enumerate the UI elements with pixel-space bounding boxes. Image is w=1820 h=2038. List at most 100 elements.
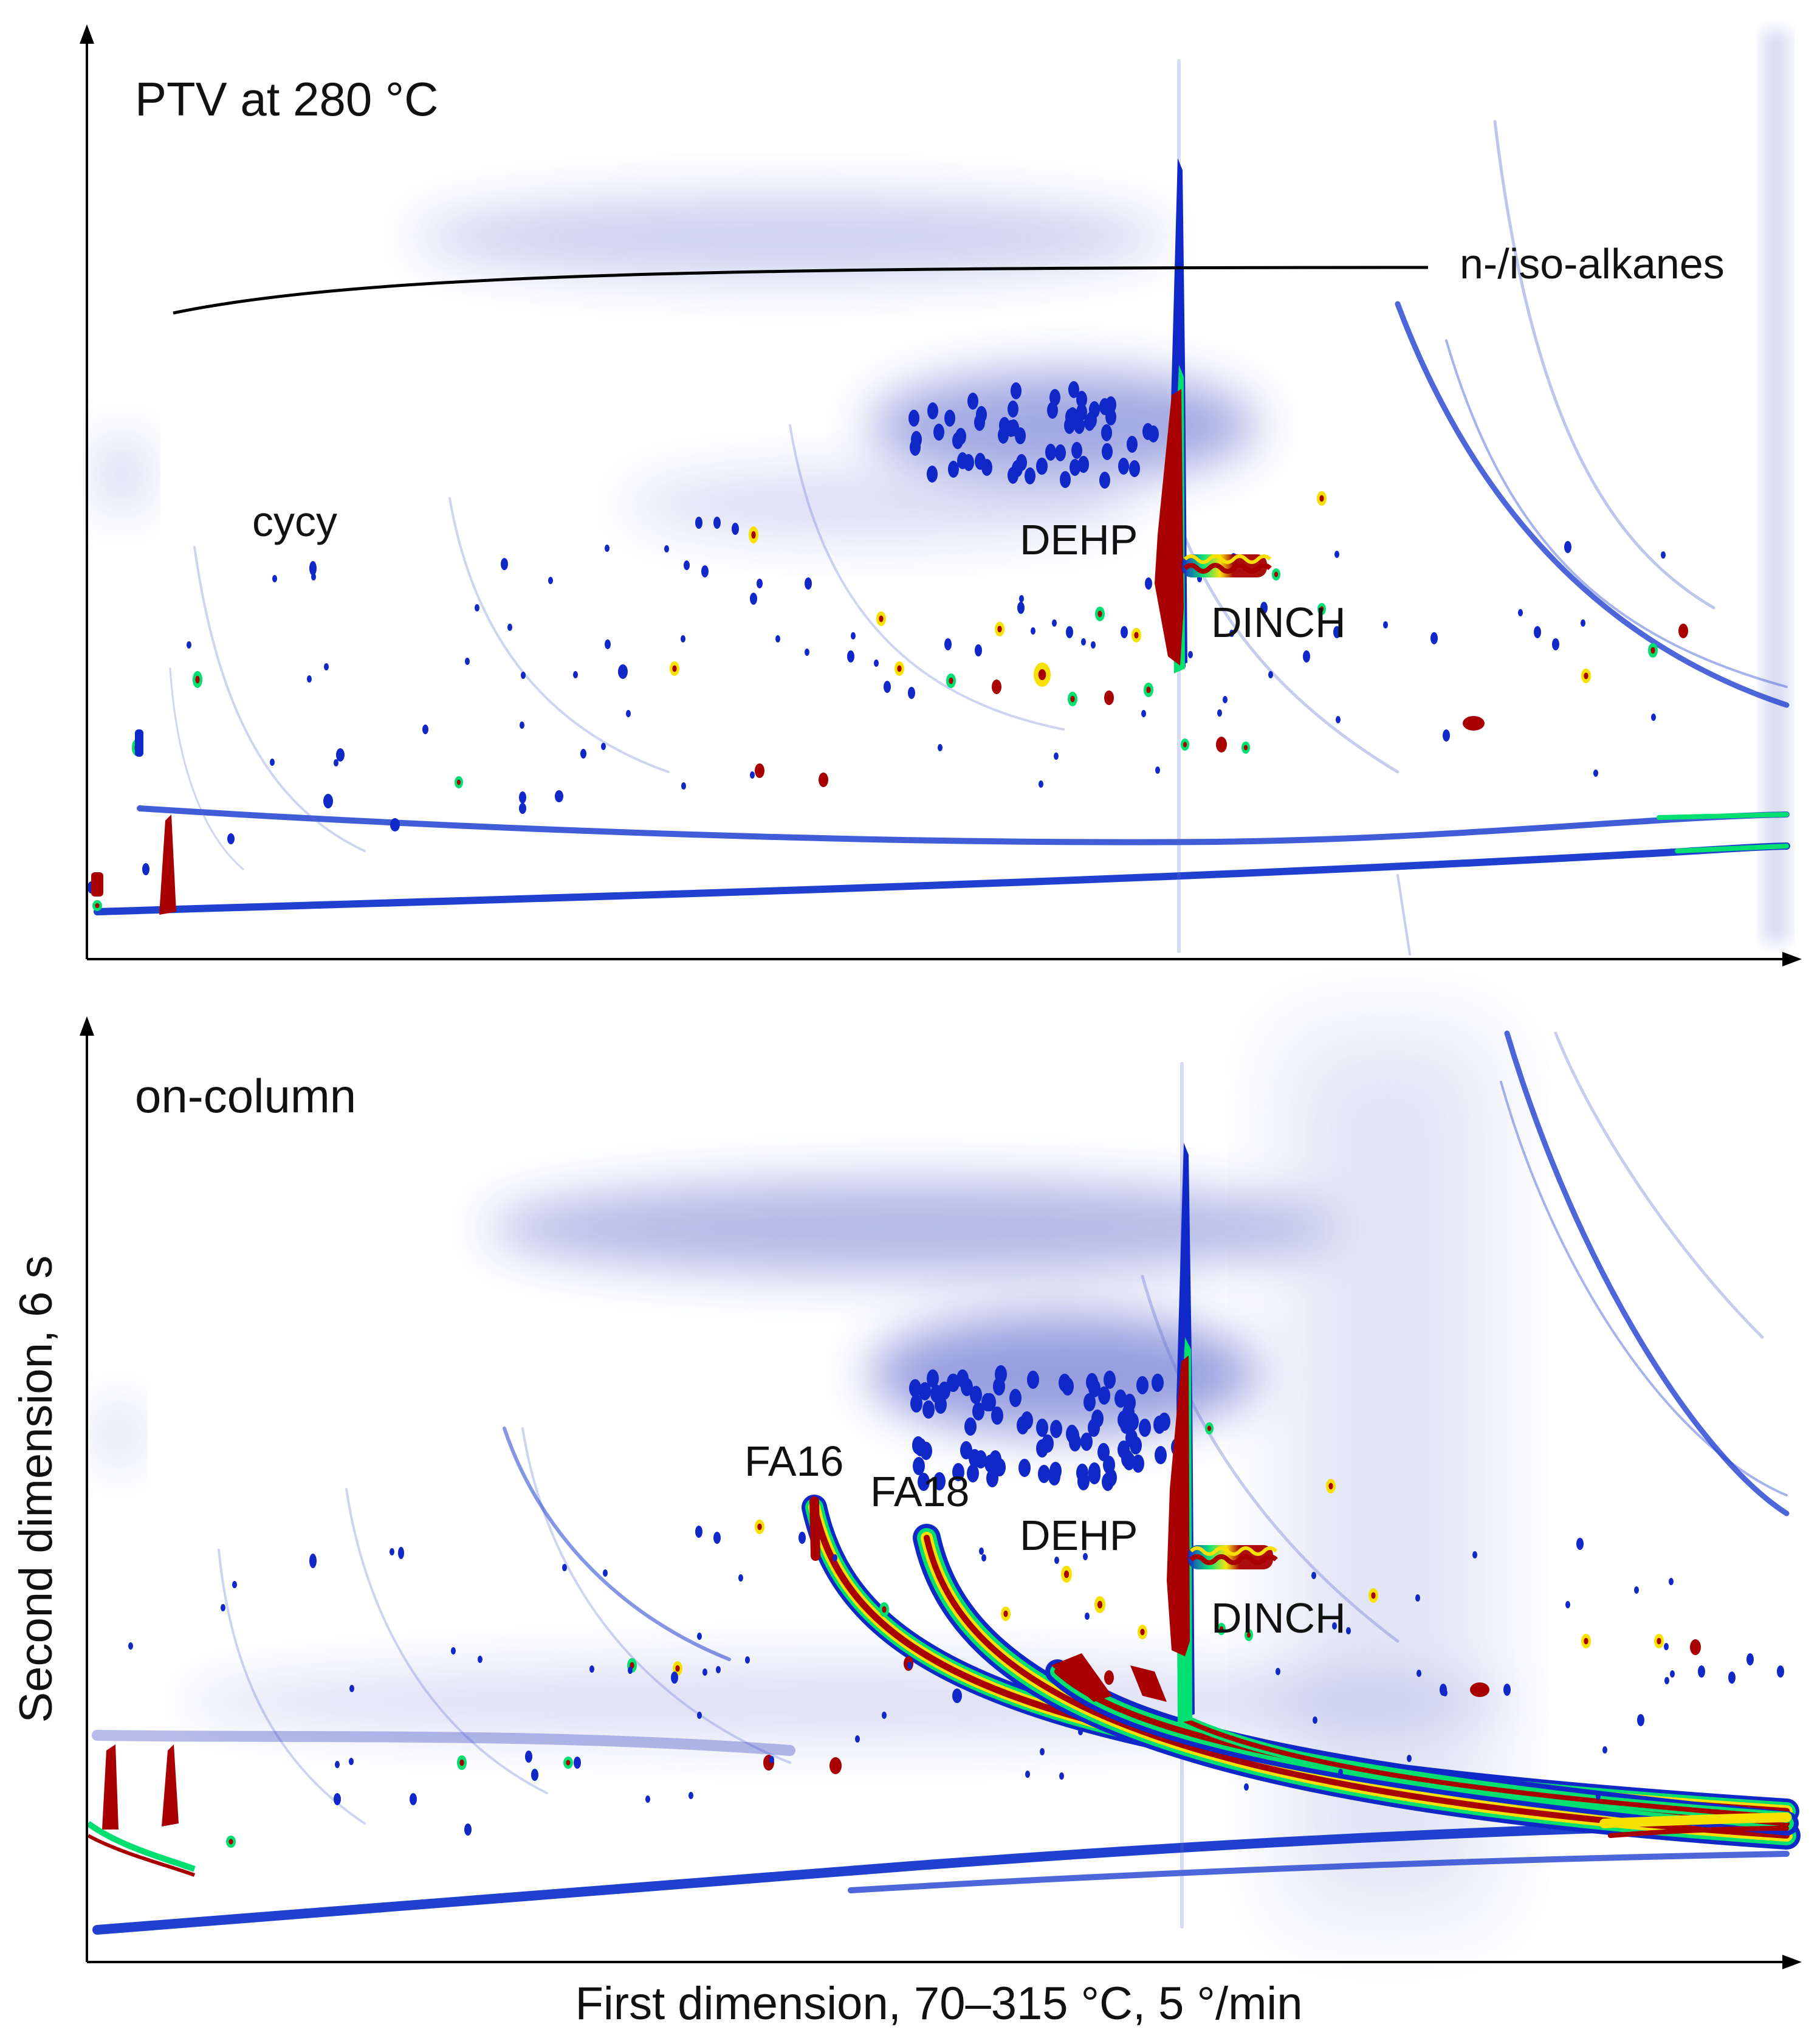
spot: [855, 1735, 860, 1743]
spot: [1103, 1456, 1115, 1474]
spot: [874, 659, 879, 667]
spot: [1223, 696, 1228, 703]
spot: [1055, 444, 1066, 461]
spot: [390, 1548, 394, 1555]
spot-core: [751, 531, 756, 539]
spot: [684, 560, 690, 570]
spot: [232, 1581, 237, 1588]
spot: [1067, 1427, 1079, 1445]
spot: [1015, 427, 1026, 444]
spot-core: [949, 677, 953, 684]
spot-core: [994, 683, 999, 690]
spot-core: [897, 665, 902, 672]
spot: [1313, 1716, 1317, 1724]
spot: [1518, 609, 1523, 616]
spot: [465, 658, 470, 665]
spot: [922, 1400, 935, 1419]
spot: [605, 545, 610, 552]
spot: [1552, 638, 1559, 650]
spot: [910, 439, 921, 456]
spot: [307, 675, 312, 683]
spot: [1105, 396, 1116, 413]
spot: [1276, 1668, 1280, 1675]
spot: [1078, 1728, 1083, 1735]
spot: [311, 573, 316, 580]
spot: [847, 650, 854, 663]
spot: [128, 1642, 133, 1650]
spot: [933, 1472, 946, 1490]
spot: [1670, 1670, 1675, 1678]
spot: [573, 671, 578, 678]
spot-core: [1070, 695, 1075, 703]
spot-core: [1134, 632, 1139, 639]
spot: [1333, 626, 1341, 638]
spot-core: [1146, 686, 1151, 694]
spot-core: [456, 779, 461, 785]
spot: [1129, 460, 1140, 477]
bottom-y-arrow: [80, 1016, 94, 1036]
spot: [270, 759, 275, 766]
spot: [1148, 425, 1159, 442]
spot: [1011, 382, 1022, 399]
spot: [1104, 1371, 1116, 1389]
spot: [833, 1554, 837, 1561]
spot: [1417, 1670, 1421, 1677]
spot: [769, 1756, 774, 1763]
spot: [334, 759, 338, 766]
spot: [1031, 627, 1035, 635]
spot: [422, 725, 428, 734]
top-background-bands: [97, 30, 1790, 942]
spot: [1091, 641, 1096, 649]
spot: [775, 635, 780, 642]
top-panel: [88, 30, 1790, 955]
spot-core: [1140, 1628, 1145, 1636]
spot: [1036, 1439, 1048, 1458]
spot: [142, 863, 149, 875]
spot: [1059, 1772, 1064, 1780]
spot: [1188, 651, 1193, 658]
spot: [1158, 1413, 1170, 1431]
spot: [948, 461, 959, 478]
spot-core: [1207, 1425, 1212, 1431]
spot: [944, 638, 952, 650]
spot: [1415, 1594, 1420, 1602]
spot: [507, 624, 512, 631]
spot: [574, 1757, 581, 1769]
spot: [309, 1554, 317, 1568]
spot-core: [1243, 745, 1248, 751]
spot: [1054, 752, 1059, 760]
spot-core: [1468, 720, 1479, 727]
spot: [695, 1526, 702, 1538]
spot-core: [1692, 1644, 1698, 1651]
spot: [519, 791, 526, 804]
spot: [920, 1442, 932, 1460]
spot: [944, 410, 955, 427]
spot: [750, 593, 757, 605]
spot-core: [1328, 1482, 1333, 1490]
spot: [984, 1454, 997, 1473]
spot: [1070, 459, 1080, 476]
spot: [221, 1604, 225, 1611]
spot: [908, 687, 915, 699]
label-fa18: FA18: [870, 1468, 969, 1515]
spot-core: [821, 776, 826, 783]
spot: [964, 1417, 977, 1436]
x-axis-title: First dimension, 70–315 °C, 5 °/min: [575, 1978, 1302, 2029]
spot: [1085, 1613, 1090, 1620]
spot: [798, 1532, 806, 1544]
spot: [884, 681, 891, 693]
spot-core: [195, 675, 200, 684]
spot: [1121, 1450, 1133, 1468]
label-fa16: FA16: [744, 1437, 843, 1485]
spot: [398, 1547, 404, 1559]
alkane-trend-line: [173, 266, 1429, 315]
spot: [1155, 1446, 1167, 1464]
spot: [1008, 401, 1018, 418]
spot: [1068, 381, 1079, 398]
spot: [702, 1668, 707, 1676]
spot: [1383, 621, 1388, 628]
spot-core: [1584, 672, 1588, 680]
spot: [972, 1402, 984, 1420]
top-panel-title: PTV at 280 °C: [135, 72, 438, 126]
spot: [531, 1769, 538, 1781]
